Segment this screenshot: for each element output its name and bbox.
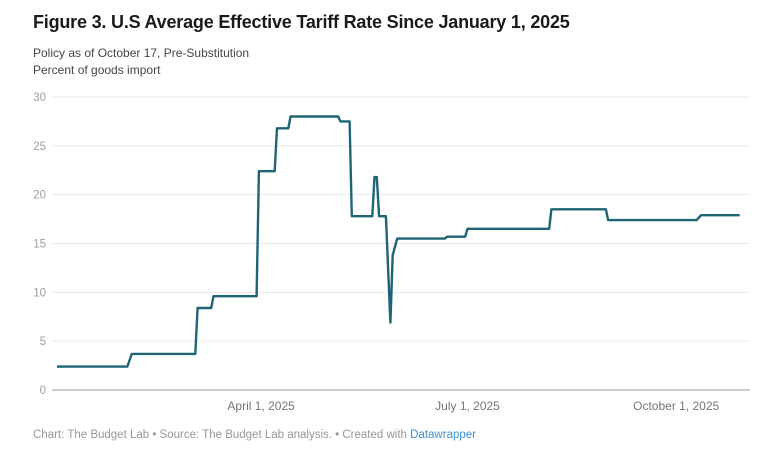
y-tick-label: 0	[40, 385, 46, 397]
x-tick-label: April 1, 2025	[227, 399, 295, 413]
y-tick-label: 20	[33, 190, 46, 202]
y-gridlines	[52, 96, 750, 391]
y-tick-label: 25	[33, 141, 46, 153]
footer-attribution: Chart: The Budget Lab • Source: The Budg…	[33, 429, 476, 441]
chart-subtitle-block: Policy as of October 17, Pre-Substitutio…	[33, 45, 249, 79]
tariff-rate-line	[57, 115, 740, 368]
chart-subtitle: Policy as of October 17, Pre-Substitutio…	[33, 46, 250, 60]
x-axis-tick-labels: April 1, 2025 July 1, 2025 October 1, 2025	[227, 399, 719, 413]
y-tick-label: 5	[40, 336, 46, 348]
x-tick-label: July 1, 2025	[435, 399, 500, 413]
x-tick-label: October 1, 2025	[633, 399, 719, 413]
y-tick-label: 15	[33, 239, 46, 251]
chart-unit-label: Percent of goods import	[33, 63, 161, 77]
y-axis-tick-labels: 0 5 10 15 20 25 30	[33, 92, 46, 397]
chart-title: Figure 3. U.S Average Effective Tariff R…	[33, 12, 570, 32]
footer-text: Chart: The Budget Lab • Source: The Budg…	[33, 429, 411, 441]
y-tick-label: 30	[33, 92, 46, 104]
y-tick-label: 10	[33, 287, 46, 299]
datawrapper-link[interactable]: Datawrapper	[410, 429, 476, 441]
